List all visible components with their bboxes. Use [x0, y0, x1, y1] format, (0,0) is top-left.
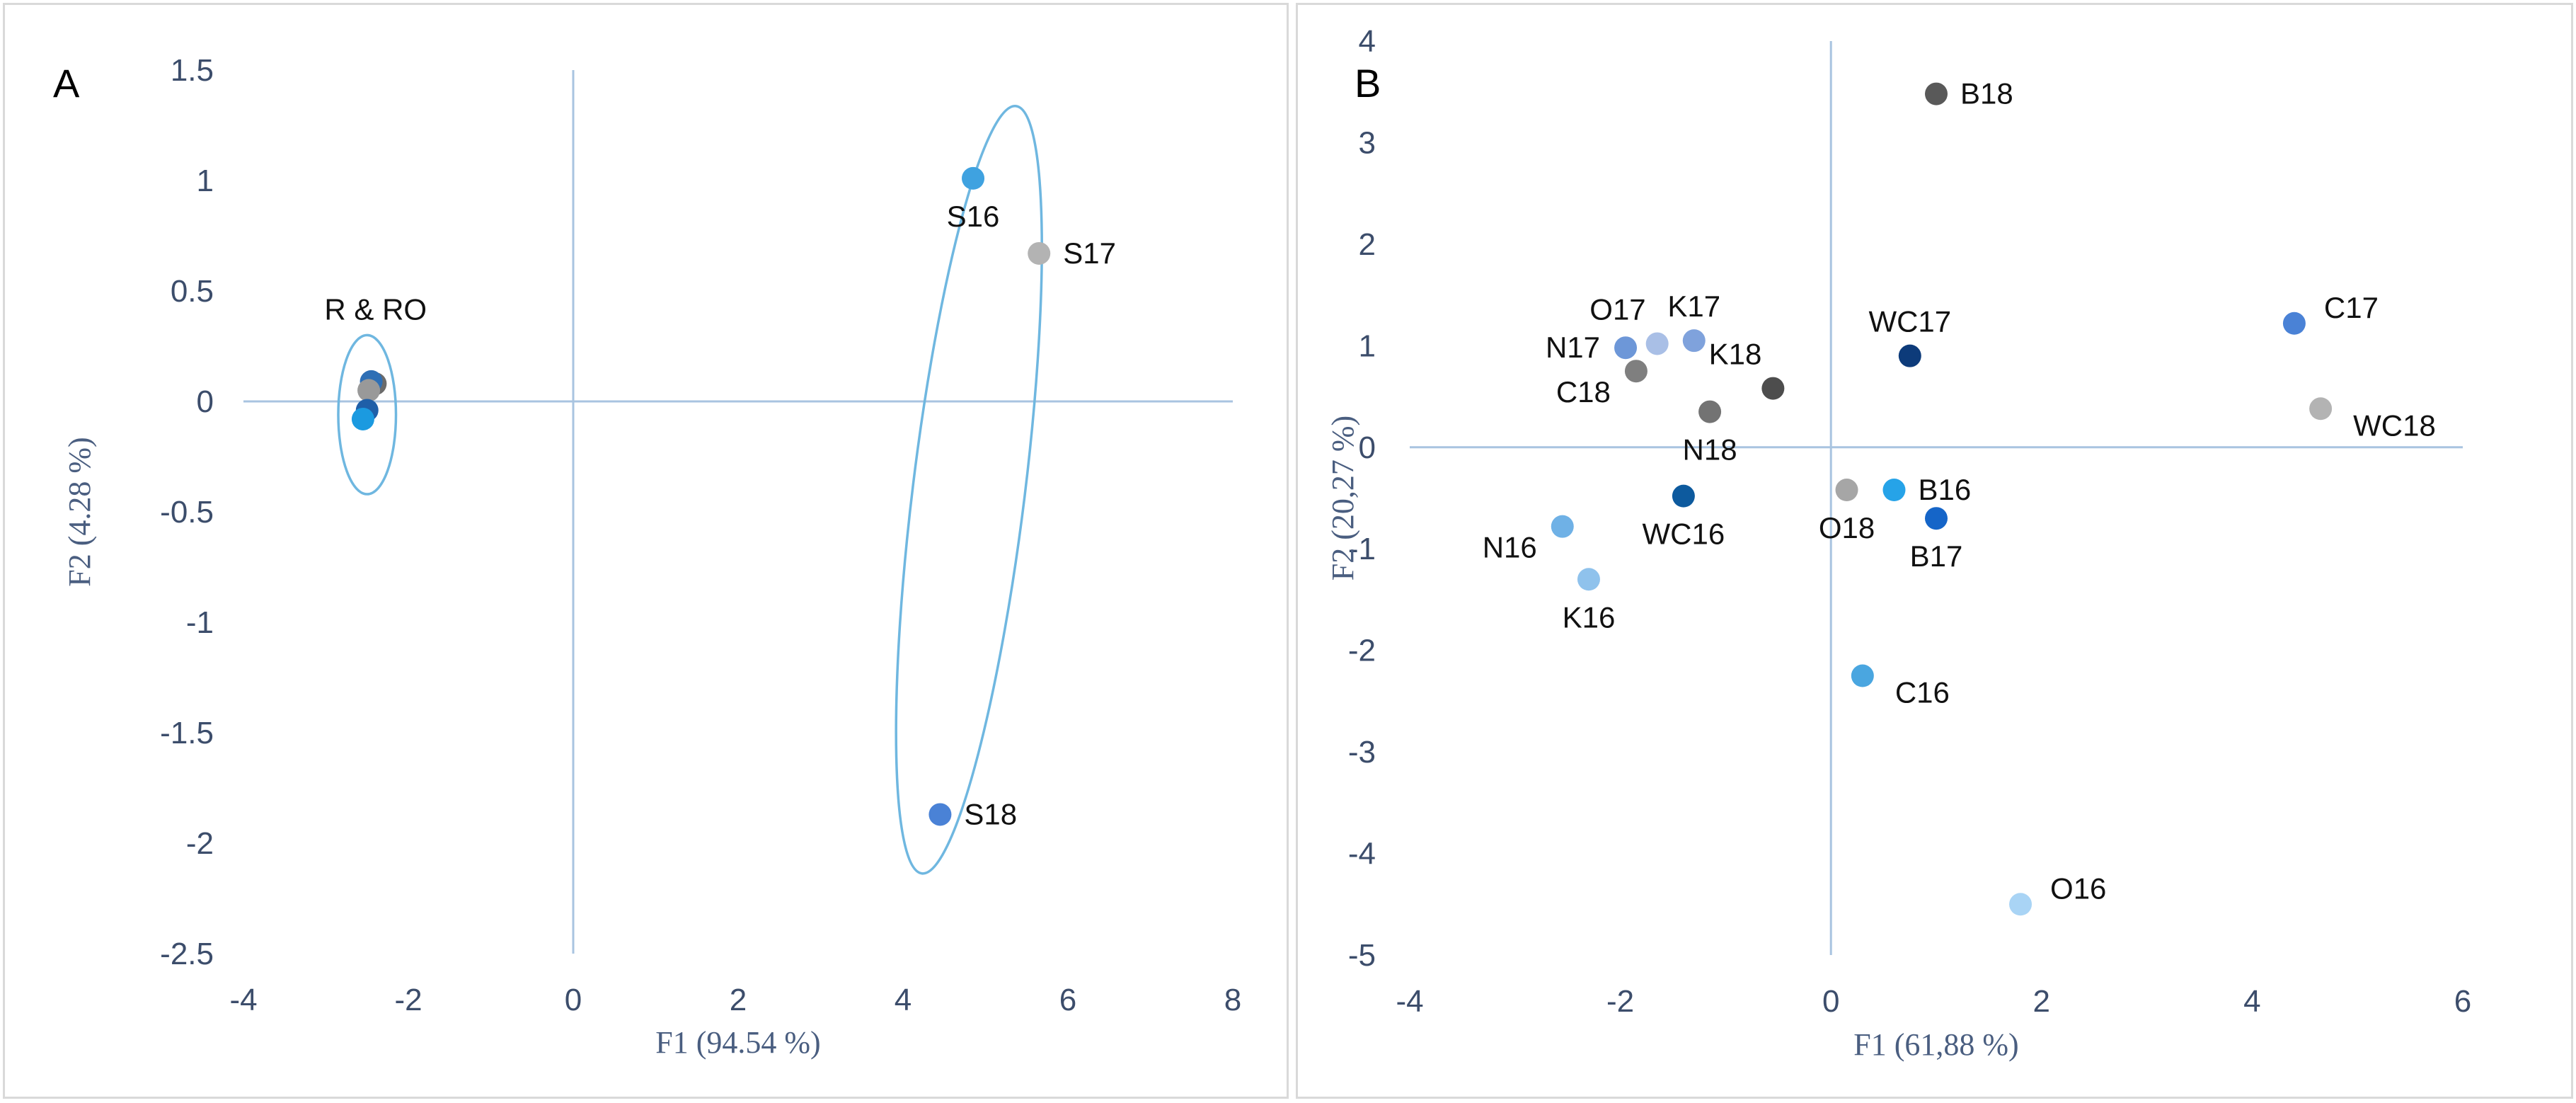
chart-a-y-tick-label: 0.5 [171, 274, 214, 309]
chart-b-point-label: WC18 [2353, 408, 2436, 442]
chart-a-x-tick-label: 8 [1224, 983, 1241, 1017]
chart-b-y-axis-title: F2 (20,27 %) [1326, 416, 1360, 581]
chart-a-y-tick-label: -1.5 [160, 716, 214, 750]
chart-b-point-label: N18 [1683, 433, 1737, 467]
chart-b-point-label: C16 [1895, 676, 1950, 709]
chart-a-group-ellipse [895, 105, 1043, 875]
chart-b-point-label: N17 [1546, 331, 1600, 364]
chart-panel-b: B -4 -2 0 2 4 6 4 3 2 1 0 -1 -2 -3 -4 -5 F1 (61,88 %) F2 … [1296, 3, 2573, 1099]
chart-b-point [1851, 664, 1874, 687]
chart-b-point [1925, 82, 1948, 105]
chart-b-point-label: K18 [1709, 338, 1762, 371]
chart-b-point [1614, 336, 1638, 360]
chart-a-y-tick-label: 1.5 [171, 53, 214, 88]
chart-a-point-label: S18 [964, 797, 1017, 830]
chart-b-y-tick-label: -1 [1348, 532, 1376, 566]
chart-b-svg: -4 -2 0 2 4 6 4 3 2 1 0 -1 -2 -3 -4 -5 F1 (61,88 %) F2 (2… [1326, 24, 2471, 1062]
chart-b-x-tick-label: 4 [2243, 984, 2260, 1019]
chart-b-x-tick-label: 0 [1822, 984, 1839, 1019]
chart-a-y-tick-label: 0 [197, 384, 214, 419]
chart-b-y-tick-label: -3 [1348, 735, 1376, 770]
chart-b-x-tick-label: 2 [2033, 984, 2050, 1019]
chart-b-point [1672, 484, 1695, 508]
chart-a-point [351, 407, 374, 430]
chart-b-point-label: WC17 [1868, 305, 1951, 338]
chart-b-x-tick-label: -2 [1606, 984, 1634, 1019]
chart-a-x-tick-label: -2 [394, 983, 422, 1017]
chart-a-point [357, 379, 381, 402]
chart-a-point [1028, 241, 1051, 265]
chart-b-point-label: WC16 [1643, 518, 1725, 551]
chart-panel-a: A R & RO -4 -2 0 2 4 6 8 1.5 1 0.5 0 -0.5 -1 -1.5 -2 -2.… [3, 3, 1289, 1099]
chart-a-x-axis-title: F1 (94.54 %) [655, 1025, 820, 1060]
chart-b-point-label: N16 [1483, 531, 1537, 564]
chart-a-point [962, 166, 985, 190]
chart-a-x-tick-label: 6 [1059, 983, 1076, 1017]
chart-b-y-tick-label: 1 [1359, 328, 1376, 363]
chart-b-point [1577, 568, 1600, 591]
chart-b-point-label: O18 [1819, 511, 1875, 544]
chart-a-y-axis-title: F2 (4.28 %) [62, 437, 97, 586]
chart-b-point-label: B17 [1910, 539, 1963, 573]
chart-b-point [1551, 515, 1574, 538]
chart-b-y-tick-label: 0 [1359, 430, 1376, 465]
chart-a-x-tick-label: 4 [895, 983, 912, 1017]
chart-a-group-ellipse [337, 333, 398, 496]
chart-a-point-label: S16 [947, 200, 1000, 233]
chart-b-point [1682, 329, 1706, 353]
chart-b-x-tick-label: 6 [2454, 984, 2471, 1019]
chart-a-y-tick-label: -2.5 [160, 937, 214, 971]
chart-b-point-label: C18 [1556, 375, 1611, 408]
panel-a-letter: A [53, 61, 80, 105]
chart-b-point-label: O16 [2050, 871, 2106, 905]
chart-a-y-tick-label: -2 [186, 826, 214, 861]
chart-b-point [2282, 312, 2306, 335]
chart-b-point [2309, 397, 2333, 421]
chart-b-point [1925, 507, 1948, 530]
chart-a-x-tick-label: 2 [730, 983, 747, 1017]
chart-a-point-label: S17 [1063, 236, 1116, 270]
chart-b-point-label: K17 [1667, 290, 1720, 323]
chart-a-y-tick-label: 1 [197, 164, 214, 198]
chart-b-point [1898, 344, 1921, 367]
chart-a-y-tick-label: -0.5 [160, 495, 214, 530]
chart-a-x-tick-label: -4 [229, 983, 257, 1017]
chart-a-y-tick-label: -1 [186, 605, 214, 640]
chart-b-point-label: B16 [1918, 473, 1971, 506]
chart-a-svg: R & RO -4 -2 0 2 4 6 8 1.5 1 0.5 0 -0.5 -1 -1.5 -2 -2.5 F… [62, 53, 1241, 1060]
chart-b-point-label: O17 [1589, 292, 1645, 326]
chart-b-y-tick-label: 4 [1359, 24, 1376, 59]
chart-b-y-tick-label: -2 [1348, 634, 1376, 668]
chart-b-y-tick-label: -4 [1348, 837, 1376, 871]
chart-b-point [1761, 377, 1785, 400]
chart-a-point [928, 803, 952, 826]
chart-b-point [1698, 400, 1722, 423]
chart-b-point [1882, 479, 1906, 502]
chart-b-y-tick-label: 3 [1359, 125, 1376, 160]
chart-b-x-tick-label: -4 [1396, 984, 1423, 1019]
chart-b-point-label: C17 [2324, 291, 2379, 324]
chart-b-x-axis-title: F1 (61,88 %) [1853, 1027, 2018, 1062]
chart-b-point [2009, 893, 2032, 916]
panel-b-letter: B [1355, 61, 1381, 105]
chart-b-point [1835, 479, 1858, 502]
chart-b-y-tick-label: -5 [1348, 938, 1376, 973]
chart-a-x-tick-label: 0 [565, 983, 582, 1017]
chart-a-group-label: R & RO [324, 292, 427, 326]
chart-b-point [1645, 332, 1669, 355]
chart-b-y-tick-label: 2 [1359, 227, 1376, 262]
chart-b-point-label: B18 [1960, 77, 2013, 110]
chart-b-point-label: K16 [1563, 600, 1616, 634]
chart-b-point [1624, 360, 1648, 383]
